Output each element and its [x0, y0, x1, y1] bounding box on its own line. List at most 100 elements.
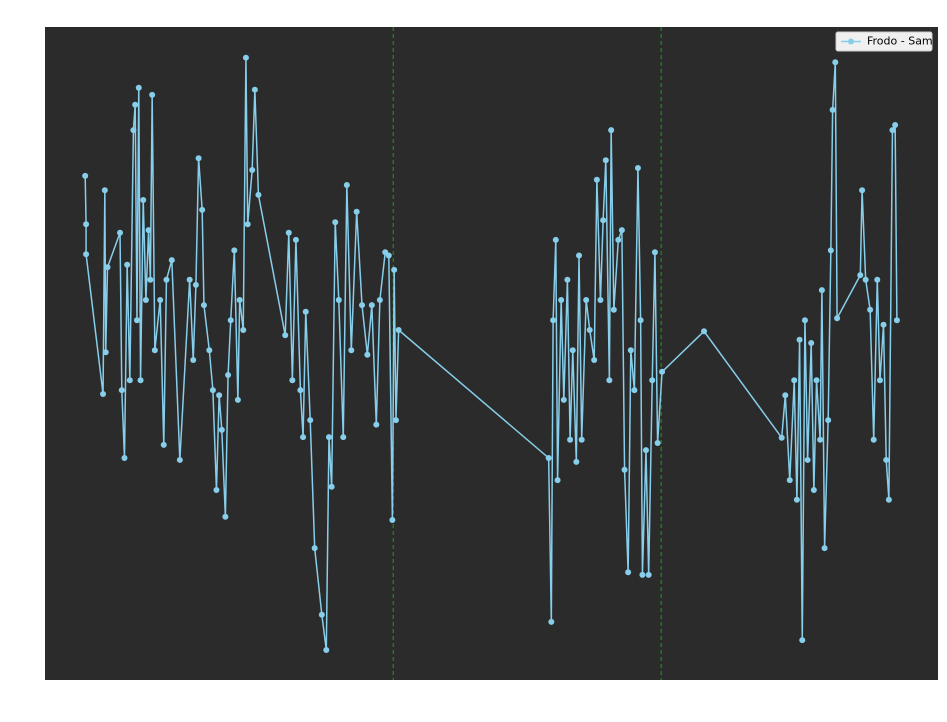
point — [600, 217, 607, 224]
point — [593, 176, 600, 183]
point — [545, 454, 552, 461]
point — [137, 377, 144, 384]
point — [282, 332, 289, 339]
point — [311, 545, 318, 552]
point — [808, 340, 815, 347]
point — [149, 91, 156, 98]
point — [292, 236, 299, 243]
point — [786, 477, 793, 484]
point — [639, 571, 646, 578]
point — [160, 441, 167, 448]
point — [325, 434, 332, 441]
point — [576, 252, 583, 259]
point — [560, 396, 567, 403]
point — [885, 496, 892, 503]
point — [645, 571, 652, 578]
point — [135, 84, 142, 91]
point — [395, 326, 402, 333]
point — [827, 247, 834, 254]
point — [801, 317, 808, 324]
point — [140, 197, 147, 204]
point — [597, 296, 604, 303]
point — [249, 167, 256, 174]
point — [818, 287, 825, 294]
point — [591, 357, 598, 364]
point — [142, 296, 149, 303]
point — [567, 436, 574, 443]
point — [625, 569, 632, 576]
point — [606, 377, 613, 384]
point — [883, 456, 890, 463]
point — [389, 517, 396, 524]
point — [289, 377, 296, 384]
point — [602, 157, 609, 164]
legend-label: Frodo - Sam — [867, 35, 933, 48]
point — [102, 349, 109, 356]
point — [234, 396, 241, 403]
point — [82, 172, 89, 179]
point — [209, 387, 216, 394]
point — [100, 390, 107, 397]
point — [862, 276, 869, 283]
point — [364, 351, 371, 358]
point — [332, 219, 339, 226]
point — [654, 439, 661, 446]
point — [101, 187, 108, 194]
point — [892, 121, 899, 128]
point — [168, 257, 175, 264]
point — [880, 321, 887, 328]
point — [615, 236, 622, 243]
point — [578, 436, 585, 443]
point — [343, 182, 350, 189]
point — [200, 302, 207, 309]
point — [391, 266, 398, 273]
point — [133, 317, 140, 324]
point — [701, 328, 708, 335]
point — [782, 392, 789, 399]
point — [318, 611, 325, 618]
point — [621, 466, 628, 473]
point — [637, 317, 644, 324]
point — [573, 458, 580, 465]
point — [192, 281, 199, 288]
point — [796, 336, 803, 343]
point — [649, 377, 656, 384]
point — [307, 417, 314, 424]
point — [151, 347, 158, 354]
point — [359, 302, 366, 309]
point — [297, 387, 304, 394]
point — [791, 377, 798, 384]
legend-marker — [848, 38, 854, 45]
point — [874, 276, 881, 283]
point — [285, 229, 292, 236]
point — [206, 347, 213, 354]
point — [564, 276, 571, 283]
point — [627, 347, 634, 354]
point — [236, 296, 243, 303]
point — [804, 456, 811, 463]
point — [368, 302, 375, 309]
point — [145, 227, 152, 234]
point — [548, 618, 555, 625]
point — [216, 392, 223, 399]
point — [176, 456, 183, 463]
point — [121, 454, 128, 461]
point — [83, 221, 90, 228]
point — [793, 496, 800, 503]
point — [392, 417, 399, 424]
point — [353, 208, 360, 215]
point — [186, 276, 193, 283]
point — [651, 249, 658, 256]
point — [870, 436, 877, 443]
point — [876, 377, 883, 384]
point — [659, 368, 666, 375]
point — [302, 308, 309, 315]
point — [199, 206, 206, 213]
point — [323, 646, 330, 653]
point — [889, 127, 896, 134]
point — [552, 236, 559, 243]
point — [222, 513, 229, 520]
point — [163, 276, 170, 283]
point — [130, 127, 137, 134]
point — [83, 251, 90, 258]
